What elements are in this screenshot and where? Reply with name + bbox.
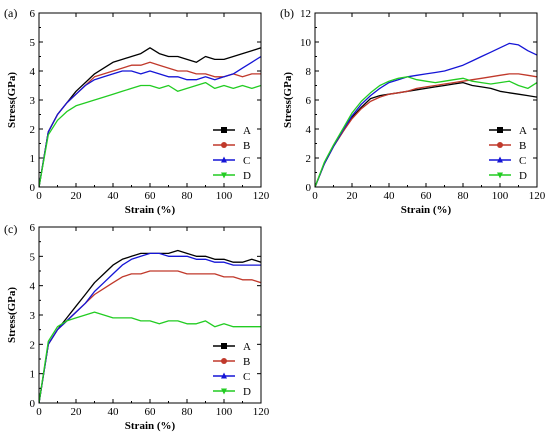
x-tick-label: 60: [145, 406, 157, 418]
y-tick-label: 10: [300, 37, 312, 49]
y-tick-label: 0: [30, 398, 36, 410]
y-tick-label: 8: [306, 66, 312, 78]
legend-label-B: B: [519, 140, 526, 152]
x-tick-label: 0: [36, 190, 42, 202]
y-tick-label: 12: [300, 8, 311, 20]
y-tick-label: 0: [30, 182, 36, 194]
x-tick-label: 40: [108, 406, 120, 418]
legend-marker-B: [221, 358, 227, 364]
panel-label: (c): [4, 222, 17, 236]
x-tick-label: 60: [145, 190, 157, 202]
legend-label-C: C: [519, 155, 526, 167]
series-line-B: [315, 73, 537, 187]
x-tick-label: 0: [36, 406, 42, 418]
series-line-C: [39, 55, 261, 187]
legend-label-B: B: [243, 140, 250, 152]
legend-label-C: C: [243, 371, 250, 383]
x-tick-label: 0: [312, 190, 318, 202]
y-tick-label: 2: [30, 339, 36, 351]
legend-label-A: A: [243, 341, 251, 353]
plot-frame: [38, 12, 262, 188]
y-tick-label: 1: [30, 369, 36, 381]
legend-label-A: A: [519, 125, 527, 137]
x-tick-label: 40: [384, 190, 396, 202]
legend-marker-A: [221, 127, 227, 133]
x-tick-label: 120: [529, 190, 546, 202]
y-tick-label: 4: [30, 66, 36, 78]
y-tick-label: 4: [30, 281, 36, 293]
x-axis-label: Strain (%): [401, 204, 452, 216]
y-tick-label: 2: [306, 153, 312, 165]
legend-marker-D: [221, 388, 227, 395]
series-group: [39, 249, 261, 403]
series-line-C: [315, 42, 537, 187]
y-tick-label: 1: [30, 153, 36, 165]
legend-marker-A: [221, 343, 227, 349]
x-tick-label: 100: [216, 190, 233, 202]
x-tick-label: 80: [182, 406, 194, 418]
series-line-D: [39, 311, 261, 403]
y-tick-label: 5: [30, 251, 36, 263]
x-tick-label: 40: [108, 190, 120, 202]
y-tick-label: 6: [30, 8, 36, 20]
x-tick-label: 120: [253, 406, 270, 418]
series-line-A: [39, 47, 261, 187]
series-line-C: [39, 252, 261, 403]
y-tick-label: 0: [306, 182, 312, 194]
x-tick-label: 20: [71, 190, 83, 202]
y-tick-label: 6: [30, 222, 36, 234]
y-tick-label: 6: [306, 95, 312, 107]
series-line-A: [39, 249, 261, 403]
legend-marker-C: [497, 156, 503, 163]
legend-label-A: A: [243, 125, 251, 137]
plot-frame: [314, 12, 538, 188]
series-group: [315, 42, 537, 187]
x-tick-label: 80: [458, 190, 470, 202]
series-line-B: [39, 61, 261, 187]
legend-marker-B: [221, 142, 227, 148]
series-line-A: [315, 81, 537, 187]
panel-label: (a): [4, 6, 17, 20]
chart-panel-a: (a) 0 20 40 60 80 100 120 0 1 2 3 4 5 6 Strain (%) Stres…: [4, 6, 270, 216]
y-axis-label: Stress(GPa): [6, 287, 18, 343]
x-tick-label: 100: [492, 190, 509, 202]
legend-marker-C: [221, 372, 227, 379]
x-axis-label: Strain (%): [125, 420, 176, 432]
x-tick-label: 60: [421, 190, 433, 202]
series-line-D: [315, 76, 537, 187]
chart-panel-c: (c) 0 20 40 60 80 100 120 0 1 2 3 4 5 6 Strain (%) Stres…: [4, 222, 270, 432]
x-tick-label: 20: [347, 190, 359, 202]
y-axis-label: Stress(GPa): [6, 72, 18, 128]
series-line-B: [39, 270, 261, 403]
legend-label-B: B: [243, 356, 250, 368]
legend-label-D: D: [519, 170, 527, 182]
y-tick-label: 2: [30, 124, 36, 136]
x-tick-label: 80: [182, 190, 194, 202]
legend-marker-C: [221, 156, 227, 163]
series-group: [39, 47, 261, 187]
legend-marker-A: [497, 127, 503, 133]
y-tick-label: 3: [30, 310, 36, 322]
y-axis-label: Stress(GPa): [282, 72, 294, 128]
legend-label-D: D: [243, 170, 251, 182]
x-tick-label: 120: [253, 190, 270, 202]
y-tick-label: 5: [30, 37, 36, 49]
y-tick-label: 4: [306, 124, 312, 136]
panel-label: (b): [280, 6, 294, 20]
x-tick-label: 100: [216, 406, 233, 418]
legend-label-C: C: [243, 155, 250, 167]
legend-label-D: D: [243, 386, 251, 398]
x-tick-label: 20: [71, 406, 83, 418]
x-axis-label: Strain (%): [125, 204, 176, 216]
legend-marker-D: [497, 172, 503, 179]
y-tick-label: 3: [30, 95, 36, 107]
legend-marker-D: [221, 172, 227, 179]
legend-marker-B: [497, 142, 503, 148]
series-line-D: [39, 81, 261, 187]
chart-panel-b: (b) 0 20 40 60 80 100 120 0 2 4 6 8 10 12 Strain (%) Str…: [280, 6, 546, 216]
